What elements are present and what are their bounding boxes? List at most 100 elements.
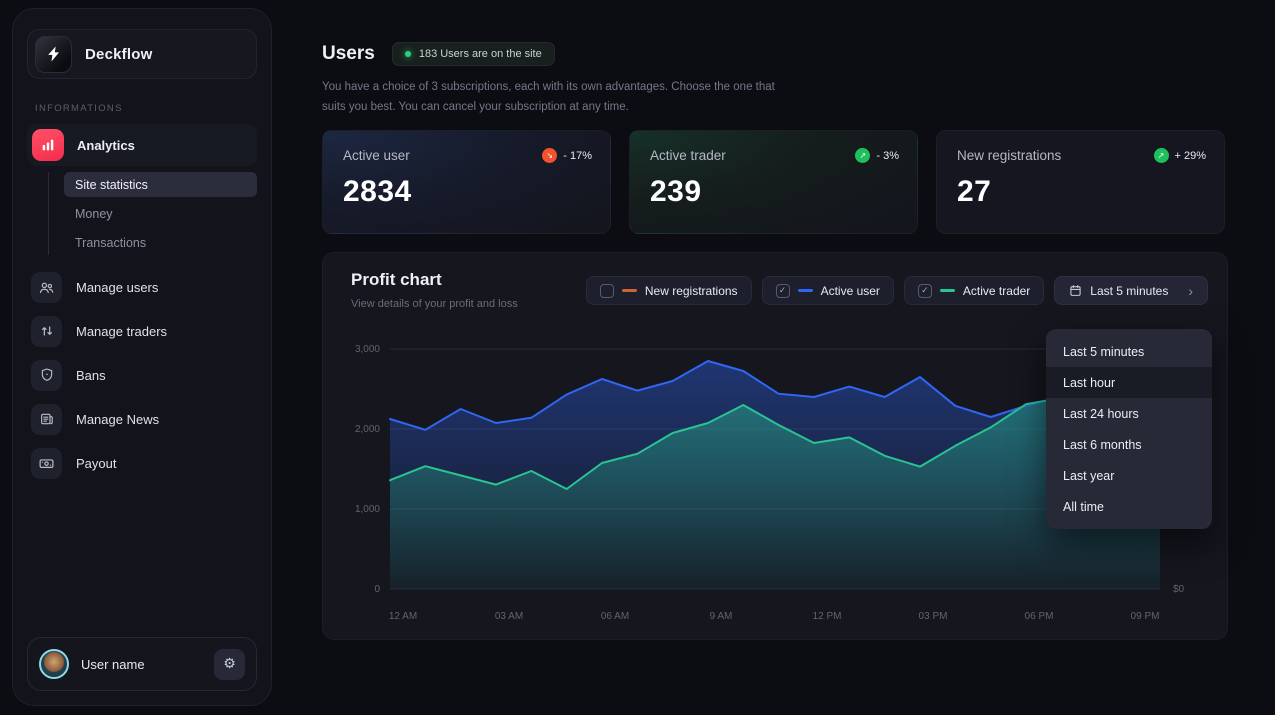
legend-toggle-new-registrations[interactable]: New registrations xyxy=(585,276,752,305)
banknote-icon xyxy=(31,447,62,479)
sidebar-item-label: Payout xyxy=(76,455,117,471)
sidebar-item-label: Analytics xyxy=(77,137,135,153)
legend-label: Active user xyxy=(820,283,880,298)
legend-toggle-active-user[interactable]: ✓ Active user xyxy=(761,276,894,305)
panel-title: Profit chart xyxy=(351,270,442,289)
trend-up-icon: ↗ xyxy=(855,148,871,163)
sidebar-item-manage-news[interactable]: Manage News xyxy=(27,397,257,441)
time-range-dropdown: Last 5 minutes Last hour Last 24 hours L… xyxy=(1046,329,1212,529)
checkbox-checked-icon[interactable]: ✓ xyxy=(775,283,790,298)
dropdown-option-last-5-minutes[interactable]: Last 5 minutes xyxy=(1063,344,1145,359)
sidebar-item-label: Manage traders xyxy=(76,323,168,339)
user-name: User name xyxy=(81,656,145,672)
dropdown-option-last-hour[interactable]: Last hour xyxy=(1046,367,1212,398)
page-description: You have a choice of 3 subscriptions, ea… xyxy=(322,78,775,117)
time-range-label: Last 5 minutes xyxy=(1090,283,1169,298)
stat-cards: Active user 2834 ↘ - 17% Active trader 2… xyxy=(322,130,1225,234)
svg-text:03 PM: 03 PM xyxy=(919,611,948,622)
checkbox-unchecked-icon[interactable] xyxy=(599,283,614,298)
user-card: User name ⚙ xyxy=(27,637,257,691)
svg-text:9 AM: 9 AM xyxy=(710,611,733,622)
description-line-2: suits you best. You can cancel your subs… xyxy=(322,100,629,113)
series-color-dash xyxy=(939,289,955,292)
sidebar-subitem-site-statistics[interactable]: Site statistics xyxy=(64,172,257,197)
dropdown-option-last-year[interactable]: Last year xyxy=(1063,468,1115,483)
stat-value: 239 xyxy=(650,175,702,208)
stat-label: Active trader xyxy=(650,148,726,163)
sidebar-item-label: Manage News xyxy=(76,411,160,427)
sidebar-section-label: INFORMATIONS xyxy=(35,103,123,114)
sidebar: Deckflow INFORMATIONS Analytics Site sta… xyxy=(12,8,272,706)
online-dot-icon xyxy=(404,51,411,57)
sidebar-item-analytics[interactable]: Analytics xyxy=(27,124,257,166)
calendar-icon xyxy=(1069,284,1082,297)
svg-text:09 PM: 09 PM xyxy=(1131,611,1160,622)
stat-label: New registrations xyxy=(957,148,1062,163)
news-icon xyxy=(31,403,62,435)
svg-text:3,000: 3,000 xyxy=(355,344,380,355)
svg-text:06 AM: 06 AM xyxy=(601,611,629,622)
checkbox-checked-icon[interactable]: ✓ xyxy=(917,283,932,298)
stat-card-active-user: Active user 2834 ↘ - 17% xyxy=(322,130,611,234)
settings-button[interactable]: ⚙ xyxy=(214,648,245,680)
stat-card-new-registrations: New registrations 27 ↗ + 29% xyxy=(936,130,1225,234)
stat-change-text: - 3% xyxy=(876,149,899,162)
dropdown-option-last-24-hours[interactable]: Last 24 hours xyxy=(1063,406,1139,421)
brand-logo[interactable]: Deckflow xyxy=(27,29,257,79)
user-avatar xyxy=(39,649,69,679)
sidebar-item-payout[interactable]: Payout xyxy=(27,441,257,485)
dropdown-option-all-time[interactable]: All time xyxy=(1063,499,1104,514)
stat-change-text: - 17% xyxy=(563,149,592,162)
sidebar-subitem-transactions[interactable]: Transactions xyxy=(75,235,147,250)
svg-text:0: 0 xyxy=(374,584,380,595)
online-users-text: 183 Users are on the site xyxy=(418,48,542,60)
trend-down-icon: ↘ xyxy=(542,148,558,163)
gear-icon: ⚙ xyxy=(223,656,236,672)
description-line-1: You have a choice of 3 subscriptions, ea… xyxy=(322,81,775,93)
svg-text:$0: $0 xyxy=(1173,584,1185,595)
svg-text:12 PM: 12 PM xyxy=(813,611,842,622)
series-color-dash xyxy=(621,289,637,292)
users-icon xyxy=(31,271,62,303)
stat-change-badge: ↗ + 29% xyxy=(1153,148,1207,163)
sidebar-item-label: Bans xyxy=(76,367,106,383)
stat-change-badge: ↗ - 3% xyxy=(855,148,899,163)
svg-text:03 AM: 03 AM xyxy=(495,611,523,622)
analytics-subtree: Site statistics Money Transactions xyxy=(48,172,257,255)
svg-text:2,000: 2,000 xyxy=(355,424,380,435)
bar-chart-icon xyxy=(32,129,64,161)
svg-text:1,000: 1,000 xyxy=(355,504,380,515)
shield-icon xyxy=(31,359,62,391)
dropdown-option-last-6-months[interactable]: Last 6 months xyxy=(1063,437,1142,452)
sidebar-subitem-money[interactable]: Money xyxy=(75,206,113,221)
stat-change-text: + 29% xyxy=(1174,149,1207,162)
legend-label: New registrations xyxy=(644,283,738,298)
sidebar-item-manage-users[interactable]: Manage users xyxy=(27,265,257,309)
sidebar-item-bans[interactable]: Bans xyxy=(27,353,257,397)
page-header: Users 183 Users are on the site xyxy=(322,42,555,66)
online-users-badge: 183 Users are on the site xyxy=(391,42,555,66)
brand-name: Deckflow xyxy=(85,45,153,63)
sidebar-item-manage-traders[interactable]: Manage traders xyxy=(27,309,257,353)
stat-label: Active user xyxy=(343,148,410,163)
stat-value: 27 xyxy=(957,175,992,208)
series-color-dash xyxy=(797,289,813,292)
chart-legend: New registrations ✓ Active user ✓ Active… xyxy=(585,276,1208,305)
stat-value: 2834 xyxy=(343,175,412,208)
profit-area-chart: 3,000 2,000 1,000 0 12 AM 03 AM 06 AM 9 AM 12 PM… xyxy=(355,344,1185,622)
sidebar-nav: Manage users Manage traders Bans Manage … xyxy=(27,265,257,485)
sidebar-item-label: Manage users xyxy=(76,279,159,295)
stat-card-active-trader: Active trader 239 ↗ - 3% xyxy=(629,130,918,234)
profit-chart-panel: Profit chart View details of your profit… xyxy=(322,252,1228,640)
time-range-button[interactable]: Last 5 minutes › xyxy=(1054,276,1208,305)
svg-text:12 AM: 12 AM xyxy=(389,611,417,622)
trend-up-icon: ↗ xyxy=(1153,148,1169,163)
stat-change-badge: ↘ - 17% xyxy=(542,148,592,163)
arrows-up-down-icon xyxy=(31,315,62,347)
page-title: Users xyxy=(322,43,375,64)
chevron-right-icon: › xyxy=(1188,282,1193,299)
deckflow-logo-icon xyxy=(35,35,72,73)
legend-label: Active trader xyxy=(962,283,1031,298)
panel-subtitle: View details of your profit and loss xyxy=(351,298,518,310)
legend-toggle-active-trader[interactable]: ✓ Active trader xyxy=(903,276,1045,305)
